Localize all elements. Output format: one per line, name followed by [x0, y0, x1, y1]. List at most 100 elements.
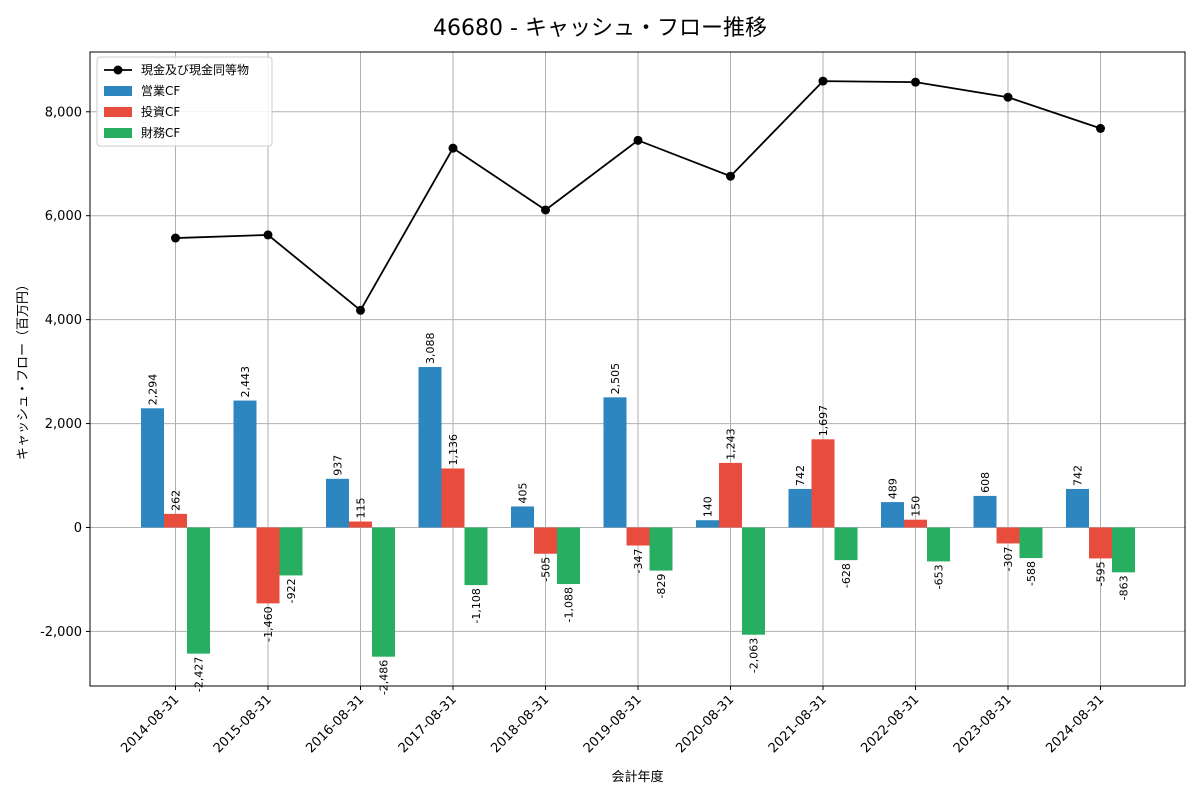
legend-label: 財務CF: [141, 125, 180, 140]
bar-data-label: 2,443: [239, 366, 252, 398]
bar-investing: [1089, 527, 1112, 559]
x-tick-label: 2014-08-31: [118, 692, 182, 756]
x-tick-label: 2023-08-31: [951, 692, 1015, 756]
bar-operating: [603, 397, 627, 528]
bar-financing: [464, 527, 488, 586]
bar-data-label: 150: [910, 496, 923, 517]
cash-point: [1096, 123, 1105, 133]
cash-point: [171, 233, 180, 243]
axes: -2,000 0 2,000 4,000 6,000 8,000 2014-08-31 201…: [16, 105, 1107, 785]
y-axis-label: キャッシュ・フロー（百万円）: [16, 278, 31, 460]
bar-data-label: 937: [332, 455, 345, 476]
bar-investing: [164, 513, 187, 528]
legend-box: [96, 56, 273, 147]
bar-financing: [372, 527, 395, 657]
bar-investing: [534, 527, 557, 554]
x-tick-label: 2022-08-31: [858, 692, 922, 756]
y-tick-label: 0: [74, 521, 82, 536]
cash-point: [541, 205, 550, 215]
y-tick-label: -2,000: [40, 625, 82, 640]
bar-investing: [349, 521, 372, 528]
bar-data-label: 1,136: [447, 434, 460, 466]
bar-data-label: 608: [979, 472, 992, 493]
bar-data-label: -588: [1025, 561, 1038, 586]
bar-data-label: -2,063: [748, 638, 761, 673]
cash-point: [726, 171, 735, 181]
x-tick-label: 2015-08-31: [211, 692, 275, 756]
bar-data-label: 262: [170, 490, 183, 511]
bar-investing: [904, 519, 927, 528]
bar-data-label: -653: [933, 564, 946, 589]
bar-operating: [418, 367, 442, 528]
bar-data-label: -1,108: [470, 588, 483, 623]
bar-data-label: -2,427: [193, 657, 206, 692]
bar-data-label: -347: [632, 549, 645, 574]
x-tick-label: 2018-08-31: [488, 692, 552, 756]
bar-data-label: 1,243: [725, 428, 738, 460]
bar-financing: [927, 527, 950, 562]
bar-data-label: 140: [702, 496, 715, 517]
legend-bar-swatch: [104, 128, 132, 138]
bar-investing: [996, 527, 1020, 544]
legend-bar-swatch: [104, 86, 132, 96]
bars: [141, 367, 1135, 657]
y-tick-label: 2,000: [45, 417, 82, 432]
bar-operating: [1066, 488, 1089, 528]
bar-data-label: -1,460: [262, 606, 275, 641]
y-tick-label: 4,000: [45, 313, 82, 328]
bar-data-label: -505: [540, 557, 553, 582]
cash-point: [633, 135, 643, 145]
bar-operating: [881, 502, 904, 528]
x-tick-label: 2016-08-31: [303, 692, 367, 756]
y-tick-label: 6,000: [45, 209, 82, 224]
cash-point: [818, 76, 828, 86]
legend-marker: [113, 65, 123, 75]
bar-financing: [1019, 527, 1043, 559]
x-tick-label: 2024-08-31: [1043, 692, 1107, 756]
grid: [90, 52, 1185, 686]
bar-financing: [187, 527, 210, 654]
cash-point: [911, 77, 920, 87]
bar-data-label: -628: [840, 563, 853, 588]
bar-investing: [811, 439, 835, 528]
bar-data-label: 405: [517, 482, 530, 503]
bar-financing: [742, 527, 765, 635]
bar-financing: [557, 527, 580, 585]
bar-financing: [834, 527, 858, 561]
bar-data-label: -922: [285, 578, 298, 603]
bar-data-label: -863: [1118, 575, 1131, 600]
cash-point: [356, 305, 365, 315]
bar-data-label: 742: [794, 465, 807, 486]
legend-bar-swatch: [104, 107, 132, 117]
bar-data-label: 489: [887, 478, 900, 499]
bar-operating: [511, 506, 534, 528]
bar-data-label: -1,088: [563, 587, 576, 622]
cash-line: [171, 76, 1105, 315]
bar-operating: [973, 495, 997, 528]
x-tick-label: 2021-08-31: [766, 692, 830, 756]
bar-operating: [696, 520, 719, 528]
x-tick-label: 2020-08-31: [673, 692, 737, 756]
legend-label: 投資CF: [141, 104, 180, 119]
bar-data-label: -829: [655, 574, 668, 599]
bar-data-label: 742: [1072, 465, 1085, 486]
bar-financing: [1112, 527, 1135, 573]
bar-financing: [649, 527, 673, 571]
bar-data-label: 2,505: [609, 363, 622, 395]
bar-operating: [141, 408, 164, 528]
x-tick-label: 2017-08-31: [396, 692, 460, 756]
bar-data-label: -595: [1095, 561, 1108, 586]
bar-data-label: 2,294: [147, 374, 160, 406]
bar-investing: [256, 527, 280, 604]
y-tick-label: 8,000: [45, 105, 82, 120]
bar-data-label: 1,697: [817, 405, 830, 437]
bar-data-label: 115: [355, 498, 368, 519]
bar-data-label: -307: [1002, 546, 1015, 571]
cash-point: [448, 143, 458, 153]
bar-investing: [719, 462, 742, 528]
bar-operating: [326, 478, 349, 528]
bar-operating: [233, 400, 257, 528]
x-axis-label: 会計年度: [611, 769, 663, 785]
